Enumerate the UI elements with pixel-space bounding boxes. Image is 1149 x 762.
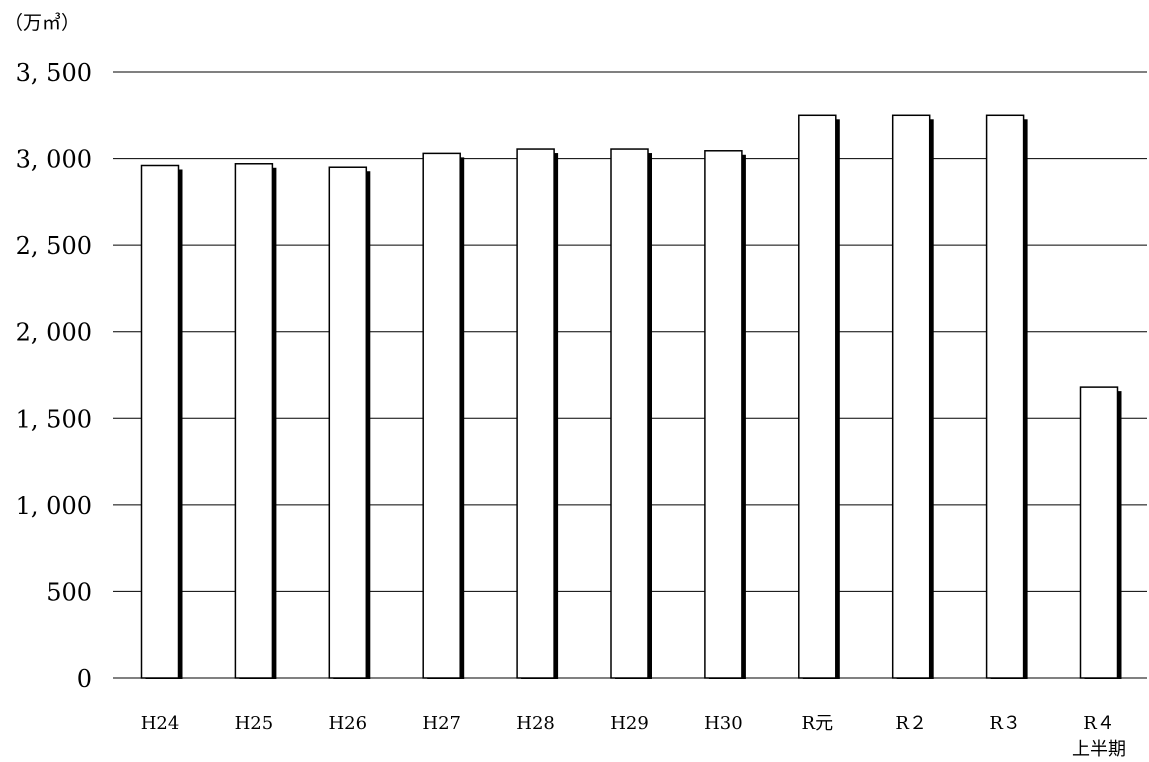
x-tick-label: H28 bbox=[516, 713, 555, 734]
bar-H30 bbox=[704, 150, 743, 679]
bar-H27 bbox=[422, 152, 461, 679]
y-tick-label: 2, 500 bbox=[16, 232, 92, 260]
y-tick-label: 2, 000 bbox=[16, 319, 92, 347]
y-axis-ticks: 0 500 1, 000 1, 500 2, 000 2, 500 3, 000 3, 500 bbox=[16, 59, 92, 693]
y-tick-label: 1, 500 bbox=[16, 405, 92, 433]
bar-H24 bbox=[140, 164, 180, 679]
y-tick-label: 3, 500 bbox=[16, 59, 92, 87]
bar-H29 bbox=[610, 148, 649, 679]
x-tick-label: H29 bbox=[610, 713, 649, 734]
y-tick-label: 1, 000 bbox=[16, 492, 92, 520]
x-tick-label: R２ bbox=[895, 713, 927, 734]
bar-R４ bbox=[1079, 386, 1119, 679]
x-tick-label: H26 bbox=[328, 713, 367, 734]
bar-H26 bbox=[328, 166, 368, 679]
unit-label: （万㎥） bbox=[4, 12, 81, 34]
y-tick-label: 0 bbox=[77, 665, 92, 693]
x-tick-label: H27 bbox=[422, 713, 461, 734]
x-tick-label: H24 bbox=[141, 713, 180, 734]
bar-H28 bbox=[516, 148, 555, 679]
bar-R２ bbox=[891, 114, 931, 679]
x-tick-label: H30 bbox=[704, 713, 743, 734]
bar-H25 bbox=[234, 163, 274, 679]
x-tick-sublabel: 上半期 bbox=[1072, 739, 1126, 760]
bar-R３ bbox=[985, 114, 1025, 679]
x-tick-label: R元 bbox=[802, 713, 834, 734]
bars bbox=[140, 114, 1122, 680]
x-axis-ticks: H24 H25 H26 H27 H28 H29 H30 R元 R２ R３ R４ 上半期 bbox=[141, 713, 1126, 760]
y-tick-label: 500 bbox=[46, 578, 92, 606]
bar-R元 bbox=[798, 114, 837, 679]
x-tick-label: R４ bbox=[1083, 713, 1115, 734]
x-tick-label: R３ bbox=[989, 713, 1021, 734]
y-tick-label: 3, 000 bbox=[16, 146, 92, 174]
x-tick-label: H25 bbox=[235, 713, 274, 734]
